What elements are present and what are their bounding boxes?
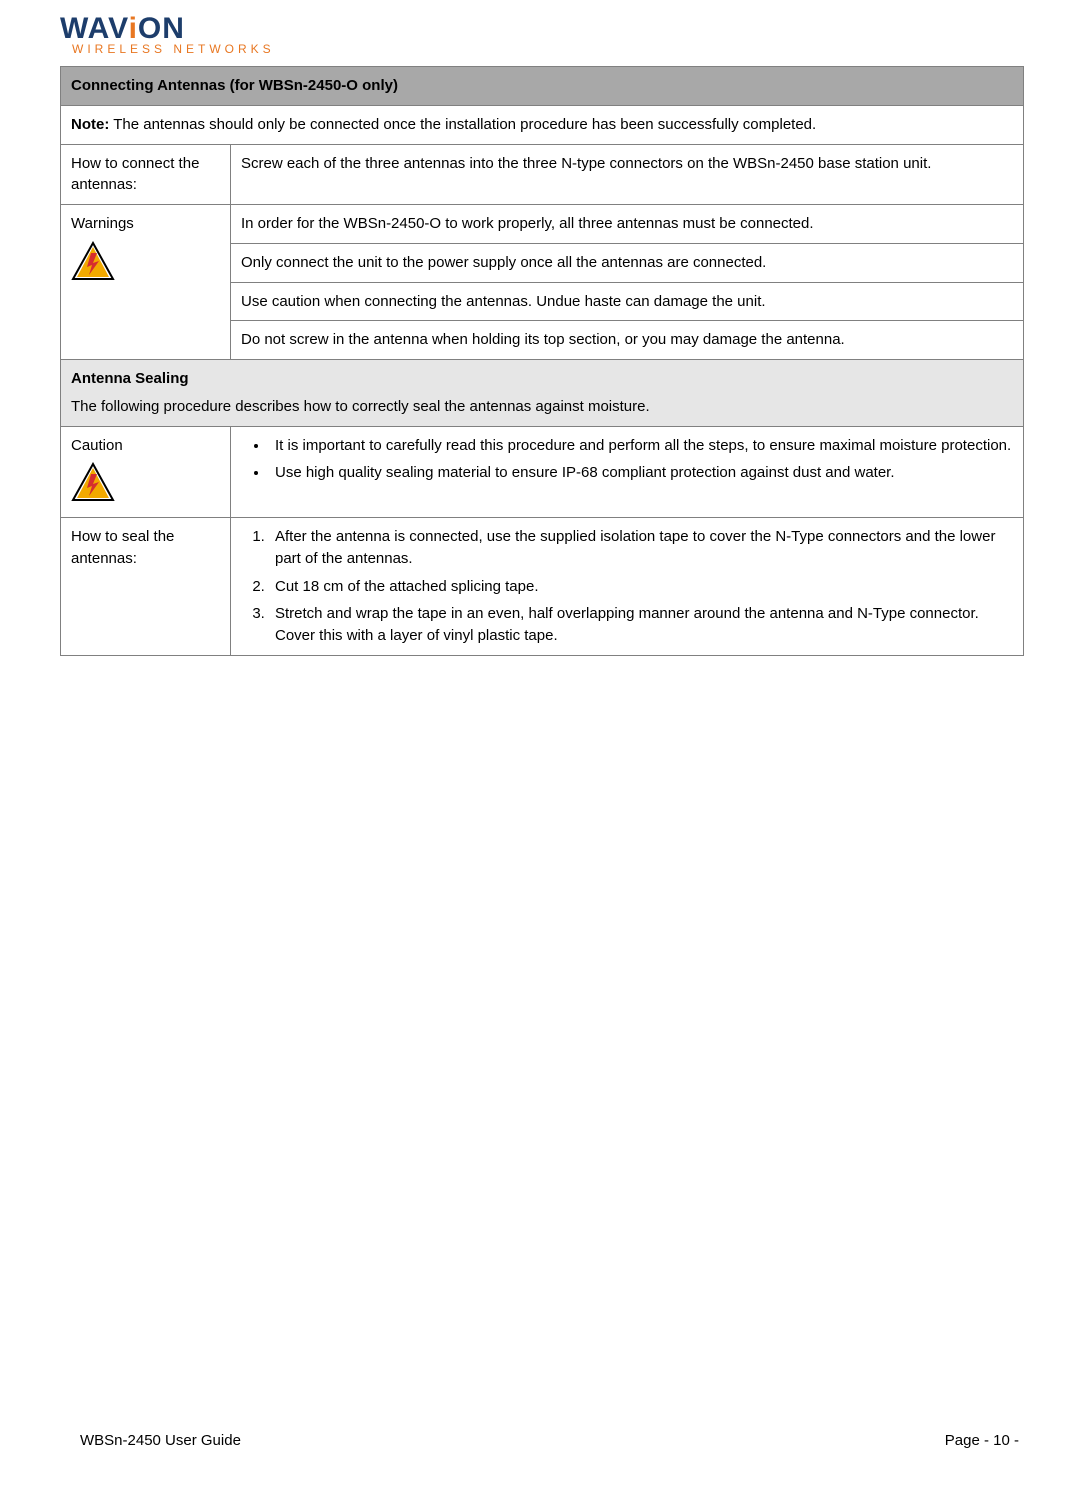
logo-text-2: ON	[138, 12, 185, 45]
seal-steps-cell: After the antenna is connected, use the …	[231, 518, 1024, 656]
warnings-label: Warnings	[71, 213, 220, 235]
warning-row-3: Do not screw in the antenna when holding…	[231, 321, 1024, 360]
document-table: Connecting Antennas (for WBSn-2450-O onl…	[60, 66, 1024, 656]
caution-cell: It is important to carefully read this p…	[231, 426, 1024, 518]
warning-row-2: Use caution when connecting the antennas…	[231, 282, 1024, 321]
caution-item-0: It is important to carefully read this p…	[269, 435, 1013, 457]
caution-label: Caution	[71, 435, 220, 457]
footer-left: WBSn-2450 User Guide	[80, 1432, 241, 1449]
footer-right: Page - 10 -	[945, 1432, 1019, 1449]
page-footer: WBSn-2450 User Guide Page - 10 -	[80, 1432, 1019, 1449]
section2-subheader: Antenna Sealing The following procedure …	[61, 360, 1024, 427]
logo-tagline: WIRELESS NETWORKS	[72, 42, 1024, 56]
note-text: The antennas should only be connected on…	[109, 116, 816, 133]
seal-step-0: After the antenna is connected, use the …	[269, 526, 1013, 570]
subheader-desc: The following procedure describes how to…	[71, 396, 1013, 418]
warning-icon	[71, 241, 220, 288]
connect-text: Screw each of the three antennas into th…	[231, 144, 1024, 205]
logo-accent: i	[129, 12, 138, 45]
warning-row-0: In order for the WBSn-2450-O to work pro…	[231, 205, 1024, 244]
caution-item-1: Use high quality sealing material to ens…	[269, 462, 1013, 484]
warning-row-1: Only connect the unit to the power suppl…	[231, 243, 1024, 282]
seal-step-2: Stretch and wrap the tape in an even, ha…	[269, 603, 1013, 647]
section1-header: Connecting Antennas (for WBSn-2450-O onl…	[61, 67, 1024, 106]
caution-icon	[71, 462, 220, 509]
caution-label-cell: Caution	[61, 426, 231, 518]
seal-step-1: Cut 18 cm of the attached splicing tape.	[269, 576, 1013, 598]
connect-label: How to connect the antennas:	[61, 144, 231, 205]
brand-logo: WAViON WIRELESS NETWORKS	[60, 12, 1024, 56]
note-row: Note: The antennas should only be connec…	[61, 105, 1024, 144]
warnings-label-cell: Warnings	[61, 205, 231, 360]
seal-label: How to seal the antennas:	[61, 518, 231, 656]
logo-text-1: WAV	[60, 12, 129, 45]
subheader-title: Antenna Sealing	[71, 368, 1013, 390]
note-label: Note:	[71, 116, 109, 133]
